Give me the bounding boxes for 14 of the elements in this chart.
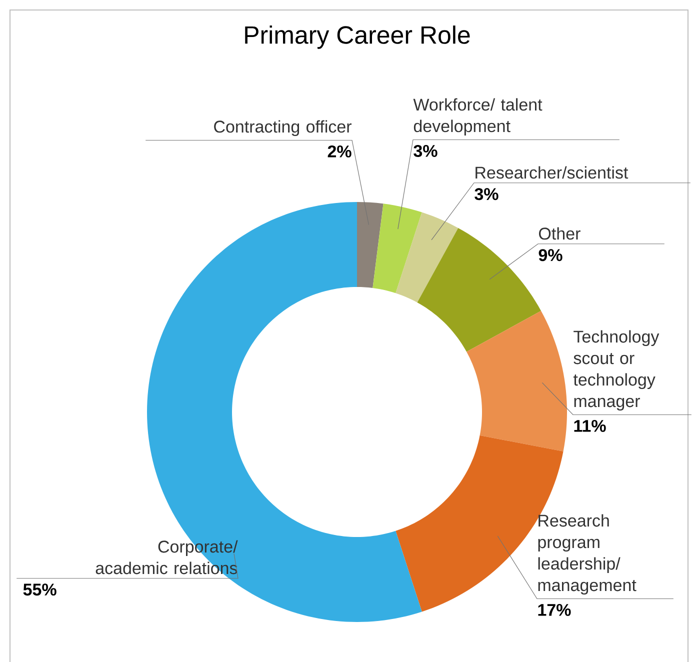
slice-label: Contracting officer	[214, 120, 352, 136]
data-label: 3%	[474, 188, 498, 200]
slice-label: Technology scout or technology manager	[573, 330, 660, 411]
data-label: 9%	[538, 249, 562, 262]
chart-title: Primary Career Role	[245, 26, 470, 49]
data-label: 3%	[414, 144, 438, 157]
data-label: 17%	[538, 604, 571, 616]
slice-label: Workforce/ talent development	[413, 98, 542, 136]
data-label: 55%	[23, 584, 56, 596]
slice-label: Researcher/scientist	[476, 166, 628, 179]
data-label: 11%	[574, 420, 606, 432]
data-label: 2%	[328, 145, 352, 158]
slice-label: Other	[539, 227, 580, 240]
slice-label: Research program leadership/ management	[538, 514, 636, 595]
